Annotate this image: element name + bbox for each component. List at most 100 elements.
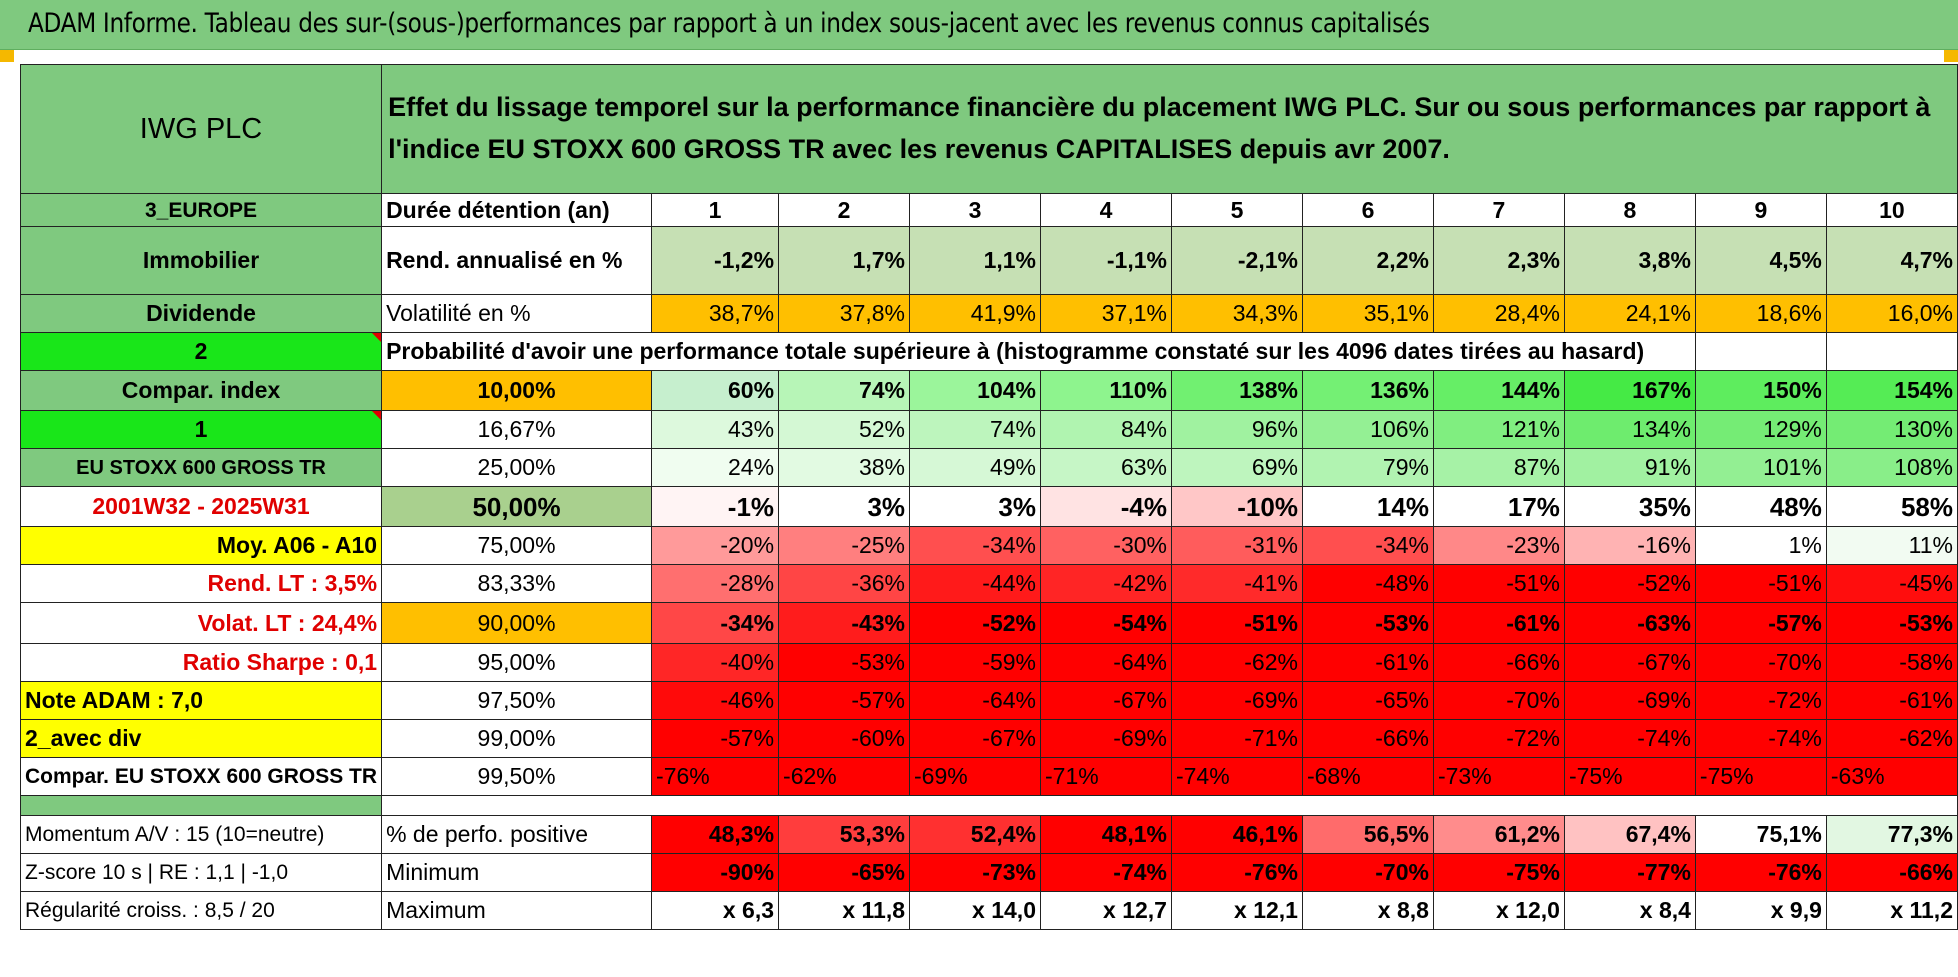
quantile-value-y9: -57% bbox=[1694, 602, 1827, 644]
minimum-y7: -75% bbox=[1432, 853, 1565, 892]
quantile-value-y3: -59% bbox=[909, 643, 1041, 682]
vol-y8: 24,1% bbox=[1563, 294, 1696, 333]
flag-1: 2 bbox=[19, 332, 383, 371]
quantile-pct: 97,50% bbox=[381, 681, 653, 720]
quantile-value-y10: -58% bbox=[1825, 643, 1958, 682]
quantile-value-y1: -28% bbox=[651, 564, 780, 603]
vol-y1: 38,7% bbox=[651, 294, 780, 333]
year-y8: 8 bbox=[1563, 193, 1696, 227]
positive-label: % de perfo. positive bbox=[381, 815, 653, 854]
quantile-value-y7: -70% bbox=[1432, 681, 1565, 720]
quantile-value-y6: -53% bbox=[1301, 602, 1434, 644]
quantile-value-y1: 24% bbox=[651, 448, 780, 487]
quantile-value-y5: -10% bbox=[1170, 486, 1303, 527]
quantile-value-y4: -64% bbox=[1040, 643, 1172, 682]
quantile-value-y8: -75% bbox=[1563, 757, 1696, 796]
flag-2: 1 bbox=[19, 410, 383, 449]
quantile-value-y4: -71% bbox=[1040, 757, 1172, 796]
probability-row: 2 Probabilité d'avoir une performance tot… bbox=[19, 332, 1958, 371]
quantile-value-y3: 74% bbox=[909, 410, 1041, 449]
year-y9: 9 bbox=[1694, 193, 1827, 227]
minimum-y5: -76% bbox=[1170, 853, 1303, 892]
year-y10: 10 bbox=[1825, 193, 1958, 227]
page-title: ADAM Informe. Tableau des sur-(sous-)per… bbox=[28, 8, 1430, 39]
rend-y4: -1,1% bbox=[1040, 226, 1172, 295]
company-name: IWG PLC bbox=[19, 64, 383, 194]
quantile-value-y7: -51% bbox=[1432, 564, 1565, 603]
quantile-value-y6: 14% bbox=[1301, 486, 1434, 527]
positive-y2: 53,3% bbox=[778, 815, 911, 854]
sharpe-label: Ratio Sharpe : 0,1 bbox=[19, 643, 383, 682]
quantile-value-y7: -72% bbox=[1432, 719, 1565, 758]
quantile-value-y1: 43% bbox=[651, 410, 780, 449]
volat-lt-label: Volat. LT : 24,4% bbox=[19, 602, 383, 644]
avec-div-label: 2_avec div bbox=[19, 719, 383, 758]
quantile-value-y3: -67% bbox=[909, 719, 1041, 758]
maximum-y8: x 8,4 bbox=[1563, 891, 1696, 930]
quantile-value-y8: 134% bbox=[1563, 410, 1696, 449]
quantile-value-y6: -65% bbox=[1301, 681, 1434, 720]
sector-label: Immobilier bbox=[19, 226, 383, 295]
quantile-value-y9: -74% bbox=[1694, 719, 1827, 758]
quantile-pct: 99,50% bbox=[381, 757, 653, 796]
quantile-value-y2: 38% bbox=[778, 448, 911, 487]
minimum-y6: -70% bbox=[1301, 853, 1434, 892]
quantile-value-y6: -34% bbox=[1301, 526, 1434, 565]
empty-cell-10 bbox=[1825, 332, 1958, 371]
maximum-y1: x 6,3 bbox=[651, 891, 780, 930]
positive-y8: 67,4% bbox=[1563, 815, 1696, 854]
corner-accent-left bbox=[0, 50, 14, 62]
year-y3: 3 bbox=[909, 193, 1041, 227]
quantile-value-y9: 48% bbox=[1694, 486, 1827, 527]
regularite-label: Régularité croiss. : 8,5 / 20 bbox=[19, 891, 383, 930]
quantile-value-y8: -67% bbox=[1563, 643, 1696, 682]
quantile-value-y1: -34% bbox=[651, 602, 780, 644]
positive-y7: 61,2% bbox=[1432, 815, 1565, 854]
vol-row: Dividende Volatilité en % 38,7% 37,8% 41,9% 3… bbox=[19, 294, 1958, 333]
quantile-value-y6: 79% bbox=[1301, 448, 1434, 487]
quantile-value-y10: -53% bbox=[1825, 602, 1958, 644]
note-adam-label: Note ADAM : 7,0 bbox=[19, 681, 383, 720]
minimum-y9: -76% bbox=[1694, 853, 1827, 892]
header-row: IWG PLC Effet du lissage temporel sur la … bbox=[19, 64, 1958, 194]
positive-y4: 48,1% bbox=[1040, 815, 1172, 854]
vol-y3: 41,9% bbox=[909, 294, 1041, 333]
quantile-value-y4: -54% bbox=[1040, 602, 1172, 644]
quantile-value-y4: -42% bbox=[1040, 564, 1172, 603]
year-y5: 5 bbox=[1170, 193, 1303, 227]
quantile-value-y6: -68% bbox=[1301, 757, 1434, 796]
quantile-value-y4: -4% bbox=[1040, 486, 1172, 527]
quantile-value-y2: -57% bbox=[778, 681, 911, 720]
vol-y5: 34,3% bbox=[1170, 294, 1303, 333]
minimum-y8: -77% bbox=[1563, 853, 1696, 892]
positive-y9: 75,1% bbox=[1694, 815, 1827, 854]
quantile-pct: 16,67% bbox=[381, 410, 653, 449]
quantile-value-y3: -44% bbox=[909, 564, 1041, 603]
rend-row: Immobilier Rend. annualisé en % -1,2% 1,7% 1… bbox=[19, 226, 1958, 295]
quantile-value-y6: -48% bbox=[1301, 564, 1434, 603]
quantile-value-y1: -76% bbox=[651, 757, 780, 796]
quantile-row: 1 16,67% 43% 52% 74% 84% 96% 106% 121% 134% 129% 13… bbox=[19, 410, 1958, 449]
quantile-value-y2: -36% bbox=[778, 564, 911, 603]
quantile-value-y10: 108% bbox=[1825, 448, 1958, 487]
zscore-label: Z-score 10 s | RE : 1,1 | -1,0 bbox=[19, 853, 383, 892]
rend-y9: 4,5% bbox=[1694, 226, 1827, 295]
year-y6: 6 bbox=[1301, 193, 1434, 227]
corner-accent-right bbox=[1944, 50, 1958, 62]
year-y2: 2 bbox=[778, 193, 911, 227]
vol-y2: 37,8% bbox=[778, 294, 911, 333]
duration-label: Durée détention (an) bbox=[381, 193, 653, 227]
quantile-value-y10: -61% bbox=[1825, 681, 1958, 720]
quantile-value-y5: 69% bbox=[1170, 448, 1303, 487]
quantile-value-y5: -69% bbox=[1170, 681, 1303, 720]
maximum-y7: x 12,0 bbox=[1432, 891, 1565, 930]
quantile-value-y1: -57% bbox=[651, 719, 780, 758]
maximum-y9: x 9,9 bbox=[1694, 891, 1827, 930]
minimum-y1: -90% bbox=[651, 853, 780, 892]
year-y7: 7 bbox=[1432, 193, 1565, 227]
quantile-value-y10: -62% bbox=[1825, 719, 1958, 758]
quantile-value-y1: -1% bbox=[651, 486, 780, 527]
quantile-value-y4: 110% bbox=[1040, 370, 1172, 411]
quantile-value-y8: -52% bbox=[1563, 564, 1696, 603]
positive-y5: 46,1% bbox=[1170, 815, 1303, 854]
